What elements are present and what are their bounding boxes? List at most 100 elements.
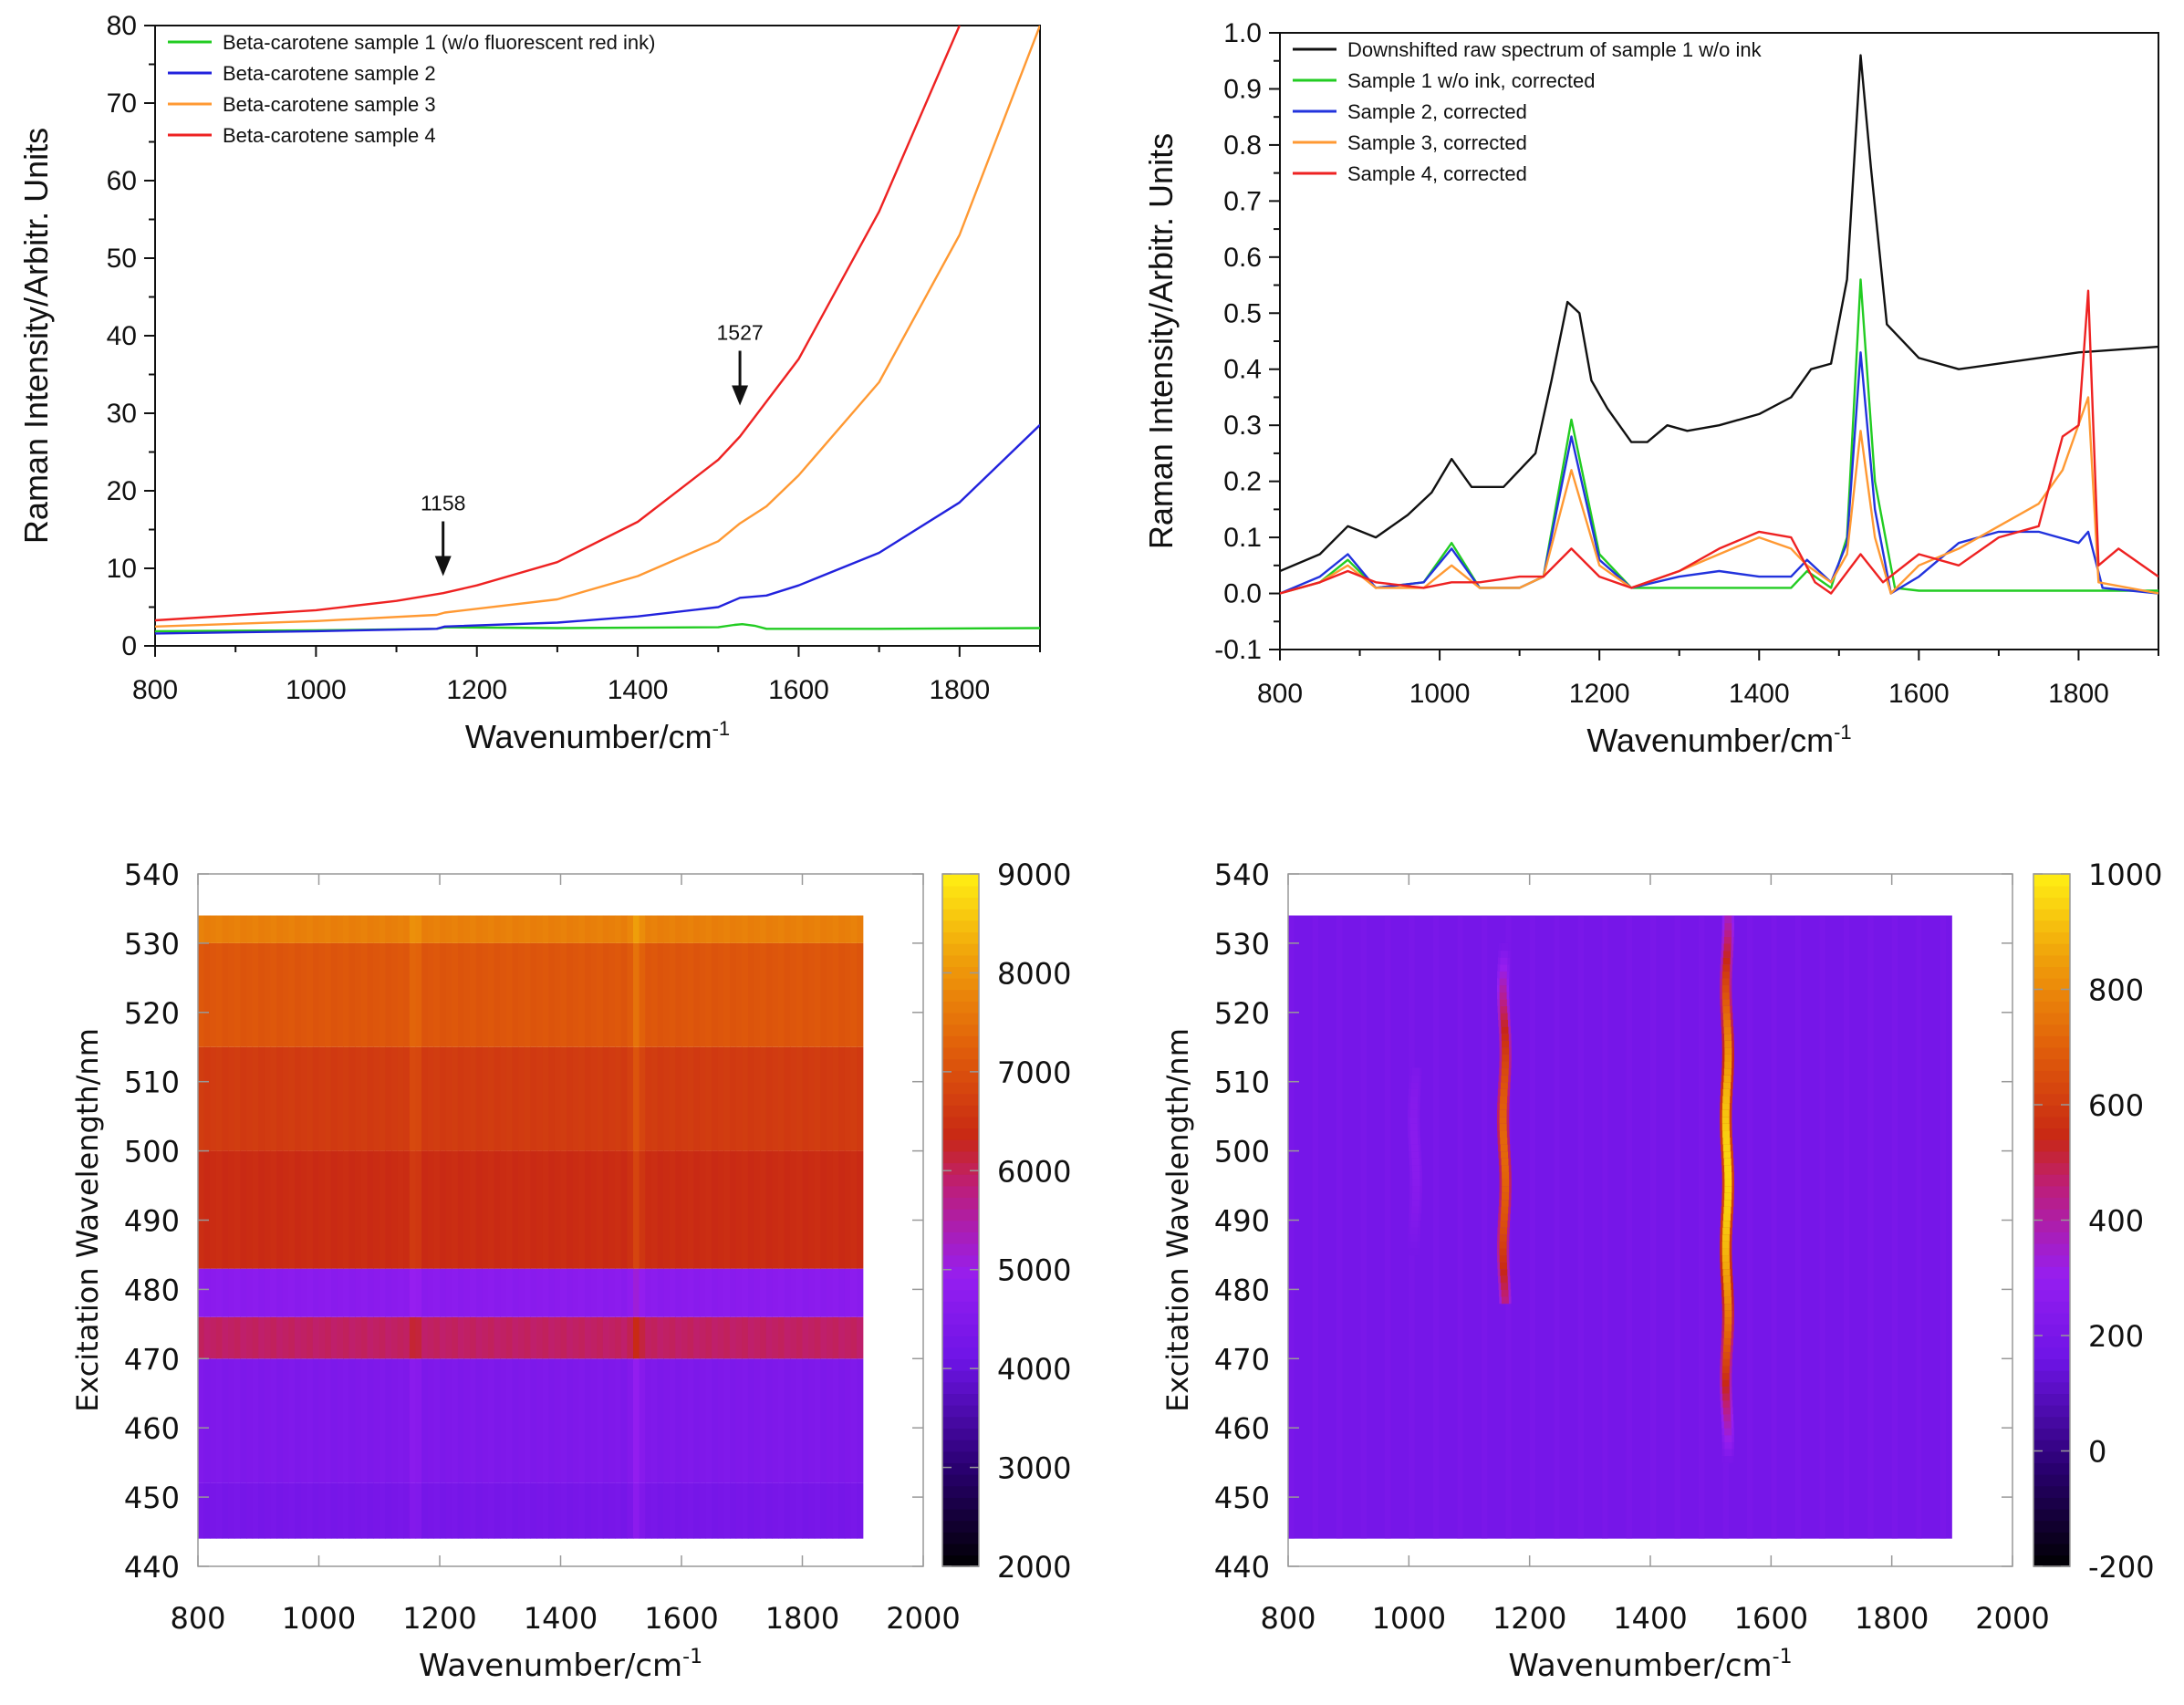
heatmap-cell <box>488 942 495 1047</box>
y-tick-label: 10 <box>107 554 137 584</box>
heatmap-column <box>1312 915 1319 1539</box>
heatmap-peak-1 <box>1499 1102 1507 1110</box>
colorbar-tick-label: 4000 <box>997 1352 1071 1387</box>
heatmap-cell <box>240 1358 247 1483</box>
heatmap-peak-3 <box>1410 1227 1419 1235</box>
heatmap-cell <box>597 1150 604 1269</box>
heatmap-cell <box>808 1268 816 1317</box>
heatmap-cell <box>699 1150 707 1269</box>
colorbar-segment <box>942 989 979 1002</box>
heatmap-cell <box>572 1268 579 1317</box>
heatmap-cell <box>500 915 507 943</box>
heatmap-cell <box>808 1482 816 1539</box>
heatmap-cell <box>415 942 422 1047</box>
heatmap-cell <box>754 942 761 1047</box>
heatmap-cell <box>585 915 592 943</box>
heatmap-cell <box>475 1150 483 1269</box>
heatmap-cell <box>463 915 471 943</box>
heatmap-cell <box>470 942 477 1047</box>
heatmap-cell <box>832 915 839 943</box>
heatmap-peak-2 <box>1722 1137 1731 1145</box>
heatmap-cell <box>590 1358 598 1483</box>
heatmap-cell <box>282 1150 289 1269</box>
colorbar-segment <box>2033 1532 2070 1544</box>
heatmap-cell <box>796 1150 804 1269</box>
heatmap-peak-1 <box>1499 1247 1507 1256</box>
heatmap-cell <box>760 1150 767 1269</box>
heatmap-cell <box>693 1046 701 1151</box>
heatmap-peak-2 <box>1724 922 1732 930</box>
heatmap-cell <box>669 915 676 943</box>
y-tick-label: 0.2 <box>1223 467 1262 497</box>
heatmap-cell <box>620 942 628 1047</box>
y-axis-label: Excitation Wavelength/nm <box>1160 1028 1195 1412</box>
heatmap-cell <box>585 942 592 1047</box>
heatmap-cell <box>222 942 229 1047</box>
heatmap-cell <box>367 942 374 1047</box>
heatmap-cell <box>452 915 459 943</box>
colorbar-segment <box>942 1554 979 1567</box>
heatmap-cell <box>620 1150 628 1269</box>
heatmap-cell <box>427 1150 434 1269</box>
heatmap-peak-2 <box>1722 971 1730 979</box>
heatmap-cell <box>457 915 465 943</box>
heatmap-cell <box>742 1358 749 1483</box>
heatmap-cell <box>470 1268 477 1317</box>
heatmap-cell <box>784 1358 791 1483</box>
heatmap-cell <box>385 1316 392 1359</box>
heatmap-cell <box>645 1316 652 1359</box>
heatmap-cell <box>730 1482 737 1539</box>
heatmap-cell <box>712 1482 719 1539</box>
heatmap-cell <box>747 1150 755 1269</box>
heatmap-cell <box>699 1482 707 1539</box>
colorbar-segment <box>2033 1497 2070 1510</box>
heatmap-cell <box>687 1268 694 1317</box>
heatmap-cell <box>198 1268 205 1317</box>
heatmap-cell <box>567 1046 574 1151</box>
heatmap-peak-2 <box>1722 1407 1731 1415</box>
colorbar-segment <box>942 1046 979 1060</box>
heatmap-cell <box>270 1316 277 1359</box>
heatmap-cell <box>536 1482 544 1539</box>
heatmap-cell <box>778 1150 785 1269</box>
heatmap-cell <box>403 1268 411 1317</box>
heatmap-cell <box>693 942 701 1047</box>
heatmap-cell <box>258 915 265 943</box>
heatmap-cell <box>222 1316 229 1359</box>
heatmap-cell <box>590 1268 598 1317</box>
heatmap-cell <box>784 1316 791 1359</box>
heatmap-cell <box>210 1046 217 1151</box>
colorbar-segment <box>942 1369 979 1383</box>
heatmap-peak-2 <box>1723 1414 1732 1422</box>
heatmap-cell <box>385 915 392 943</box>
heatmap-cell <box>246 1150 254 1269</box>
heatmap-cell <box>850 1482 858 1539</box>
x-tick-label: 1000 <box>1409 679 1471 709</box>
heatmap-peak-2 <box>1724 1171 1732 1180</box>
heatmap-cell <box>288 942 296 1047</box>
heatmap-cell <box>222 1268 229 1317</box>
heatmap-cell <box>633 1358 640 1483</box>
heatmap-cell <box>717 1358 724 1483</box>
colorbar-segment <box>942 908 979 921</box>
heatmap-cell <box>760 1316 767 1359</box>
heatmap-peak-3 <box>1412 1192 1420 1201</box>
heatmap-peak-2 <box>1724 1185 1732 1193</box>
heatmap-cell <box>488 1358 495 1483</box>
heatmap-cell <box>760 1482 767 1539</box>
heatmap-peak-1 <box>1500 1012 1508 1020</box>
heatmap-cell <box>246 1482 254 1539</box>
heatmap-cell <box>548 1268 556 1317</box>
heatmap-cell <box>482 1358 489 1483</box>
heatmap-cell <box>747 1316 755 1359</box>
heatmap-cell <box>814 1316 821 1359</box>
heatmap-peak-2 <box>1723 1075 1732 1083</box>
colorbar-segment <box>942 1450 979 1463</box>
heatmap-peak-1 <box>1499 1233 1507 1242</box>
series-line-3 <box>155 26 1040 628</box>
colorbar-segment <box>942 1001 979 1014</box>
heatmap-cell <box>548 942 556 1047</box>
colorbar-segment <box>942 1393 979 1406</box>
heatmap-cell <box>421 915 429 943</box>
colorbar-segment <box>2033 1162 2070 1175</box>
